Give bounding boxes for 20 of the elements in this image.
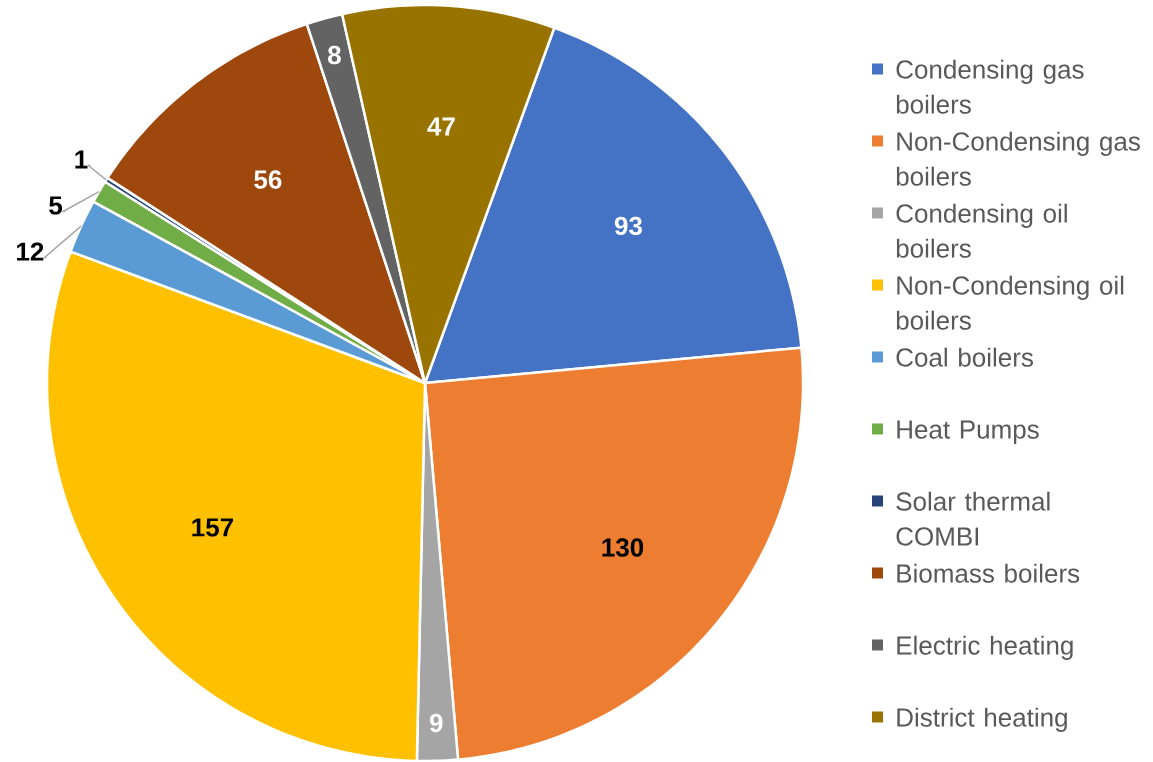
legend-label: Condensing gas boilers (896, 59, 1084, 114)
data-label: 1 (75, 150, 88, 169)
legend-label: Condensing oil boilers (896, 203, 1067, 258)
legend-label: Electric heating (897, 635, 1073, 660)
data-label: 12 (17, 242, 44, 261)
legend-label: Non-Condensing oil boilers (896, 275, 1124, 330)
data-label: 157 (192, 518, 233, 537)
legend-label: Non-Condensing gas boilers (896, 131, 1140, 186)
data-label: 5 (49, 196, 63, 215)
data-label: 9 (429, 713, 443, 733)
legend-label: Coal boilers (896, 347, 1033, 367)
data-label: 93 (614, 216, 642, 236)
data-label: 130 (602, 538, 644, 557)
legend-label: Biomass boilers (897, 563, 1080, 583)
data-label: 47 (427, 117, 455, 136)
data-label: 56 (254, 170, 282, 189)
data-label: 8 (328, 45, 341, 65)
legend-label: Heat Pumps (897, 420, 1039, 444)
legend-label: Solar thermal COMBI (896, 491, 1050, 546)
legend-label: District heating (897, 707, 1067, 732)
